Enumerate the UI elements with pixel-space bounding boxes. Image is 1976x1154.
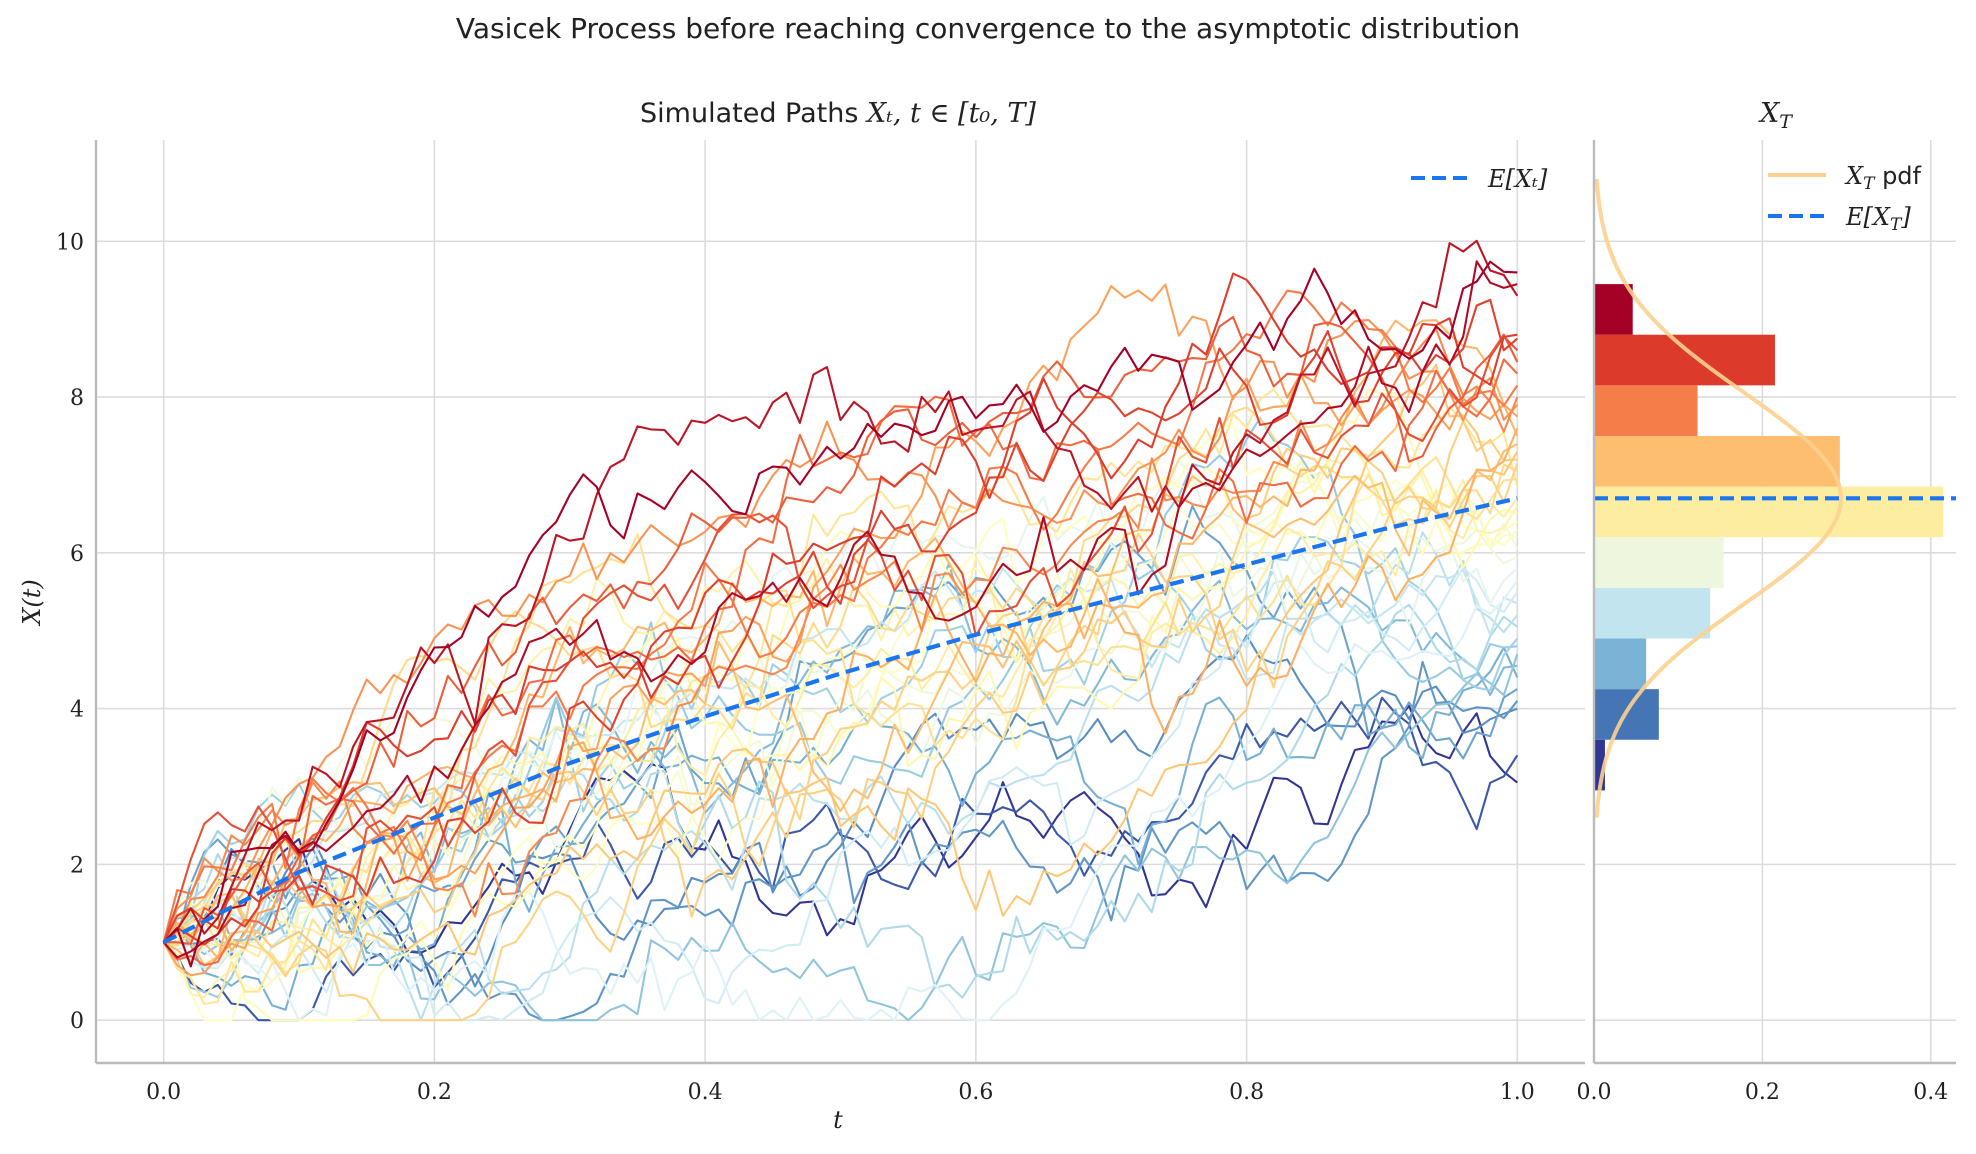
- simulated-path: [163, 462, 1519, 1022]
- histogram-x-ticks: 0.0 0.2 0.4: [1577, 1080, 1949, 1105]
- simulated-path: [162, 272, 1518, 946]
- simulated-path: [162, 260, 1518, 968]
- simulated-path: [163, 319, 1519, 963]
- paths-y-ticks: 0 2 4 6 8 10: [56, 230, 84, 1034]
- histogram-bar: [1594, 385, 1698, 436]
- simulated-path: [162, 260, 1518, 959]
- y-axis-label: X(t): [18, 579, 46, 626]
- simulated-path: [163, 406, 1518, 947]
- simulated-path: [162, 442, 1518, 944]
- y-tick-label: 10: [56, 230, 84, 255]
- x-tick-label: 0.4: [688, 1080, 723, 1105]
- simulated-path: [163, 535, 1519, 944]
- simulated-path: [162, 363, 1519, 974]
- histogram-bar: [1594, 638, 1647, 690]
- histogram-bar: [1594, 435, 1840, 487]
- simulated-path: [163, 660, 1519, 1022]
- simulated-path: [162, 335, 1519, 943]
- histogram-panel: 0.0 0.2 0.4 XT XT pdf E[XT]: [1577, 98, 1956, 1105]
- legend-mean-label: E[Xₜ]: [1487, 165, 1548, 193]
- histogram-bar: [1594, 587, 1711, 639]
- simulated-path: [162, 358, 1519, 967]
- simulated-path: [162, 388, 1519, 1006]
- x-tick-label: 0.0: [146, 1080, 181, 1105]
- legend-mean-T-label: E[XT]: [1845, 203, 1911, 235]
- simulated-path: [162, 528, 1518, 943]
- simulated-path: [162, 318, 1519, 943]
- x-tick-label: 0.6: [958, 1080, 993, 1105]
- simulated-path: [163, 505, 1518, 944]
- histogram-bar: [1594, 486, 1944, 538]
- simulated-path: [163, 567, 1518, 951]
- x-axis-label: t: [833, 1106, 843, 1134]
- simulated-path: [162, 239, 1519, 944]
- simulated-path: [163, 315, 1519, 945]
- simulated-path: [163, 704, 1518, 954]
- pdf-curve: [1594, 178, 1844, 818]
- simulated-path: [162, 283, 1518, 977]
- histogram-bars: [1594, 284, 1944, 791]
- hist-x-tick-label: 0.0: [1577, 1080, 1612, 1105]
- x-tick-label: 1.0: [1500, 1080, 1535, 1105]
- simulated-paths: [162, 239, 1519, 1022]
- simulated-path: [162, 467, 1518, 1022]
- figure-title: Vasicek Process before reaching converge…: [455, 12, 1521, 45]
- y-tick-label: 4: [70, 698, 84, 723]
- y-tick-label: 0: [70, 1009, 84, 1034]
- paths-panel-title: Simulated Paths Xₜ, t ∈ [t₀, T]: [640, 98, 1036, 129]
- hist-x-tick-label: 0.4: [1913, 1080, 1948, 1105]
- histogram-bar: [1594, 739, 1605, 791]
- histogram-bar: [1594, 537, 1724, 588]
- simulated-path: [163, 603, 1518, 999]
- hist-x-tick-label: 0.2: [1745, 1080, 1780, 1105]
- x-tick-label: 0.8: [1229, 1080, 1264, 1105]
- y-tick-label: 8: [70, 386, 84, 411]
- histogram-bar: [1594, 284, 1633, 335]
- paths-x-ticks: 0.0 0.2 0.4 0.6 0.8 1.0: [146, 1080, 1535, 1105]
- histogram-bar: [1594, 334, 1775, 386]
- x-tick-label: 0.2: [417, 1080, 452, 1105]
- y-tick-label: 2: [70, 853, 84, 878]
- paths-legend: E[Xₜ]: [1411, 165, 1548, 193]
- simulated-path: [163, 531, 1519, 1021]
- histogram-panel-title: XT: [1758, 98, 1793, 133]
- pdf-curve-group: [1594, 178, 1844, 818]
- legend-pdf-label: XT pdf: [1844, 162, 1922, 194]
- simulated-path: [162, 427, 1519, 952]
- y-tick-label: 6: [70, 542, 84, 567]
- histogram-legend: XT pdf E[XT]: [1768, 162, 1922, 235]
- paths-panel: 0.0 0.2 0.4 0.6 0.8 1.0 0 2 4 6 8 10 Simulated Pat…: [18, 98, 1585, 1134]
